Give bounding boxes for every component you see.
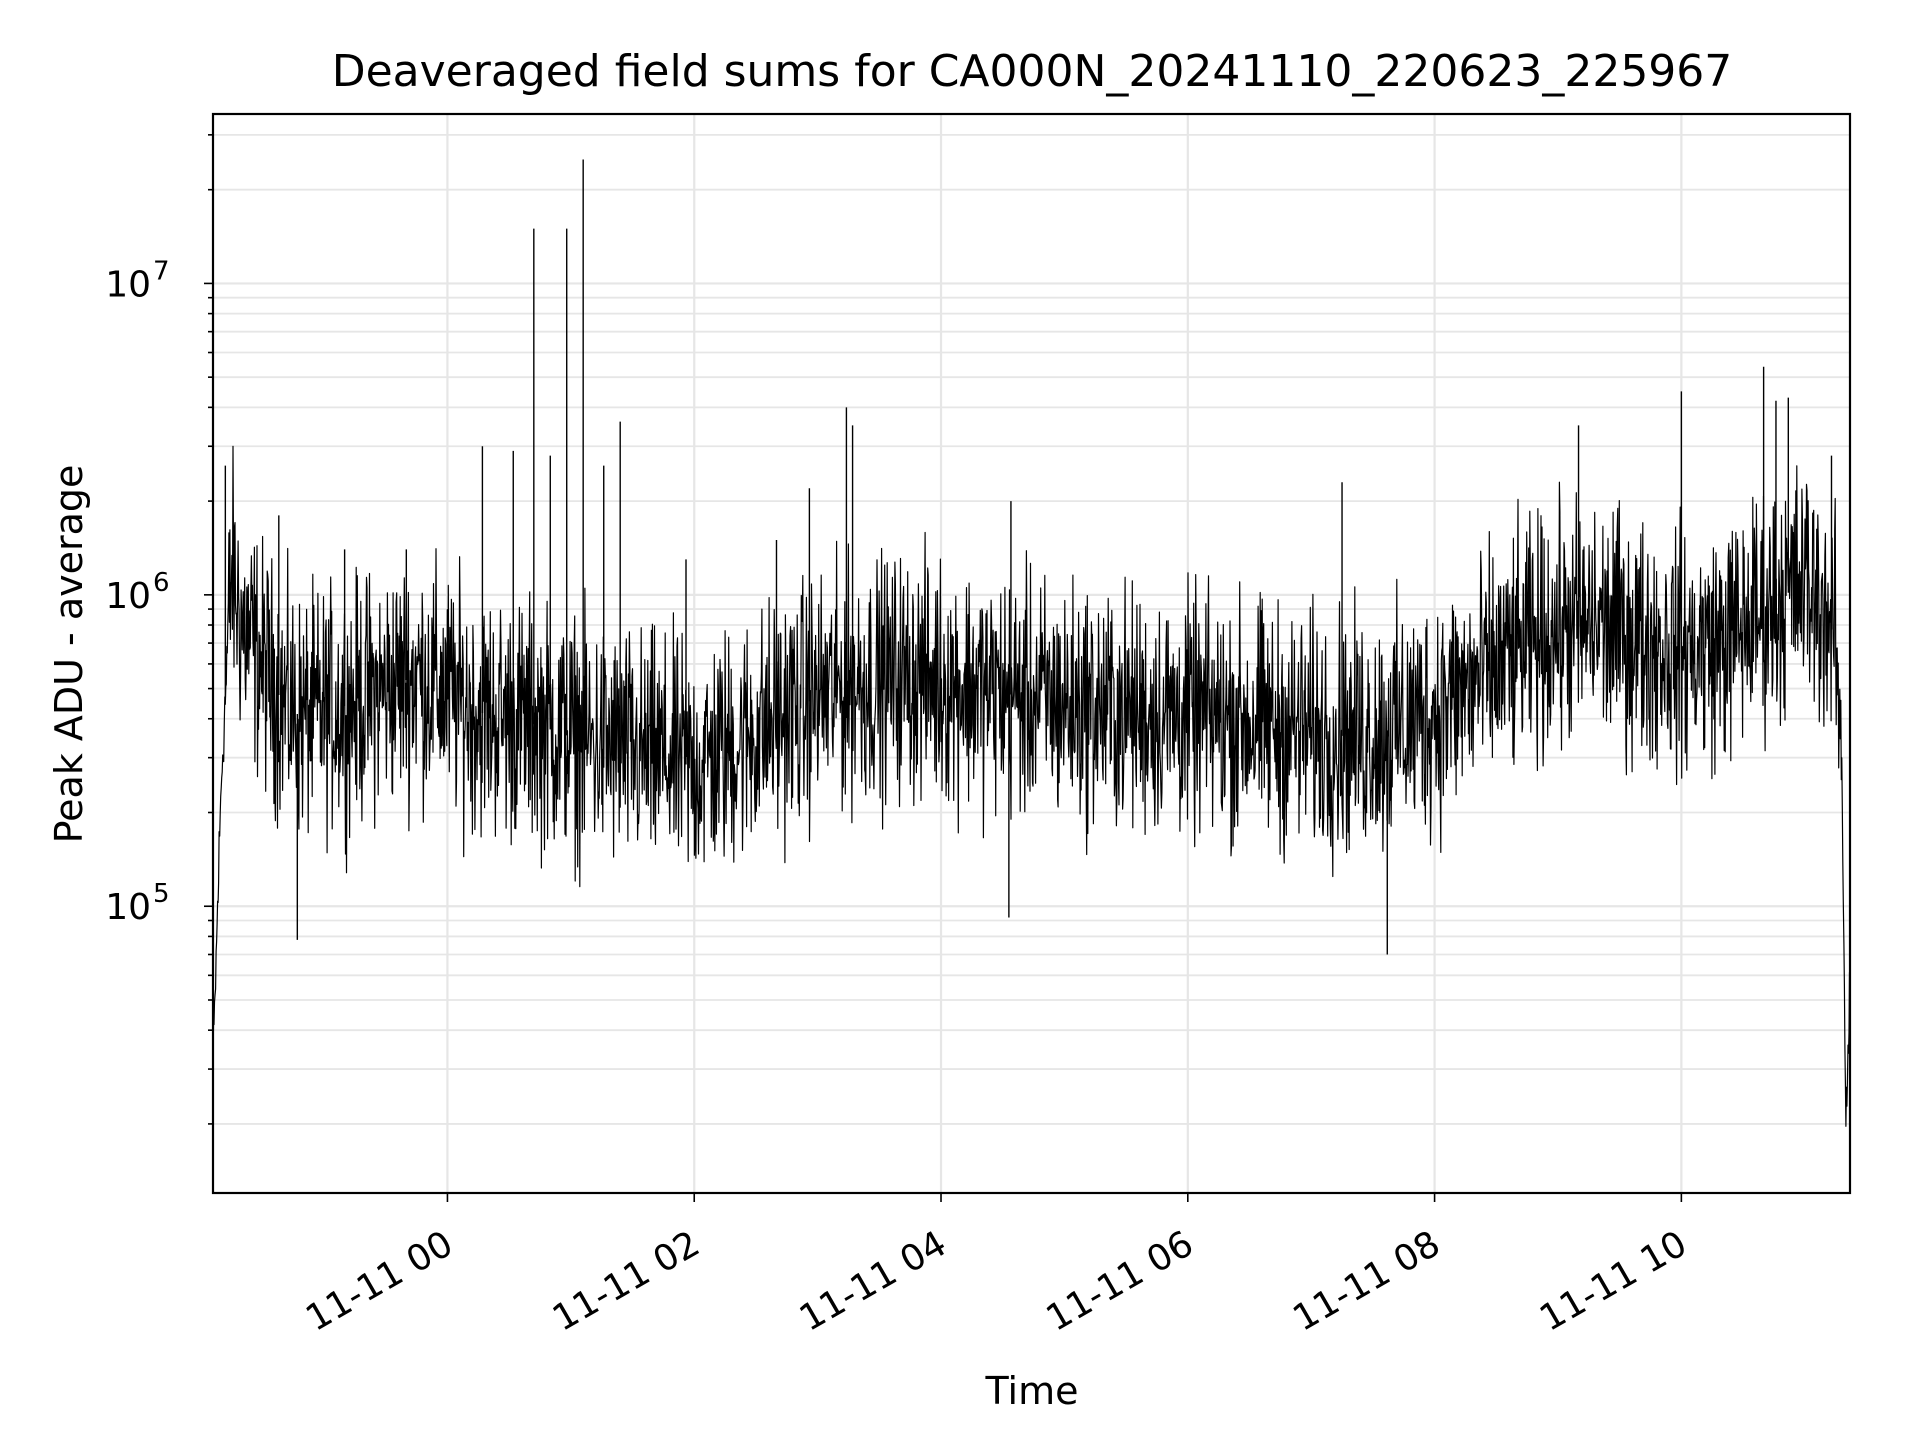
y-tick-label-exponent: 7	[153, 256, 170, 286]
y-tick-label: 10	[105, 576, 151, 617]
series-layer	[213, 159, 1850, 1127]
series-line	[213, 445, 1850, 1127]
y-tick-label-exponent: 5	[153, 879, 170, 909]
y-tick-label-exponent: 6	[153, 568, 170, 598]
y-tick-label: 10	[105, 887, 151, 928]
y-tick-label: 10	[105, 264, 151, 305]
plot-frame	[211, 112, 1852, 1195]
y-axis-label: Peak ADU - average	[47, 465, 91, 844]
chart-title: Deaveraged field sums for CA000N_2024111…	[332, 46, 1733, 97]
plot-area	[213, 159, 1850, 1127]
grid	[213, 114, 1850, 1193]
x-axis-label: Time	[985, 1369, 1079, 1413]
